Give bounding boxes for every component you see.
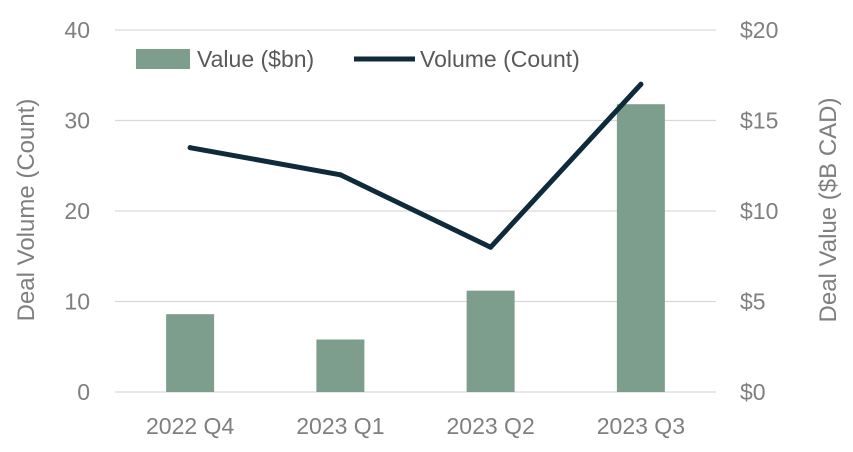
line-point [638, 81, 644, 87]
line-point [187, 145, 193, 151]
bar [166, 314, 215, 392]
line-point [488, 244, 494, 250]
right-tick-label: $20 [740, 17, 778, 43]
left-axis-title: Deal Volume (Count) [13, 99, 40, 322]
right-tick-label: $0 [740, 379, 766, 405]
right-tick-label: $15 [740, 108, 778, 134]
right-axis-ticks: $0 $5 $10 $15 $20 [740, 17, 778, 405]
x-tick-label: 2023 Q1 [296, 413, 384, 439]
line-point [337, 172, 343, 178]
left-tick-label: 0 [77, 379, 90, 405]
right-tick-label: $5 [740, 289, 766, 315]
left-tick-label: 40 [64, 17, 90, 43]
left-tick-label: 20 [64, 198, 90, 224]
bar-series [166, 104, 665, 393]
x-axis-ticks: 2022 Q4 2023 Q1 2023 Q2 2023 Q3 [146, 413, 685, 439]
legend-label-volume: Volume (Count) [420, 46, 580, 72]
bar [316, 339, 365, 392]
x-tick-label: 2022 Q4 [146, 413, 234, 439]
volume-line [187, 81, 644, 250]
left-axis-ticks: 0 10 20 30 40 [64, 17, 90, 405]
legend-swatch-value [136, 49, 190, 69]
right-axis-title: Deal Value ($B CAD) [815, 98, 842, 323]
x-tick-label: 2023 Q3 [597, 413, 685, 439]
legend-label-value: Value ($bn) [197, 46, 314, 72]
left-tick-label: 30 [64, 108, 90, 134]
x-tick-label: 2023 Q2 [447, 413, 535, 439]
left-tick-label: 10 [64, 289, 90, 315]
bar [616, 104, 665, 393]
right-tick-label: $10 [740, 198, 778, 224]
bar [466, 290, 515, 392]
legend: Value ($bn) Volume (Count) [136, 46, 580, 72]
line-series [187, 81, 644, 250]
